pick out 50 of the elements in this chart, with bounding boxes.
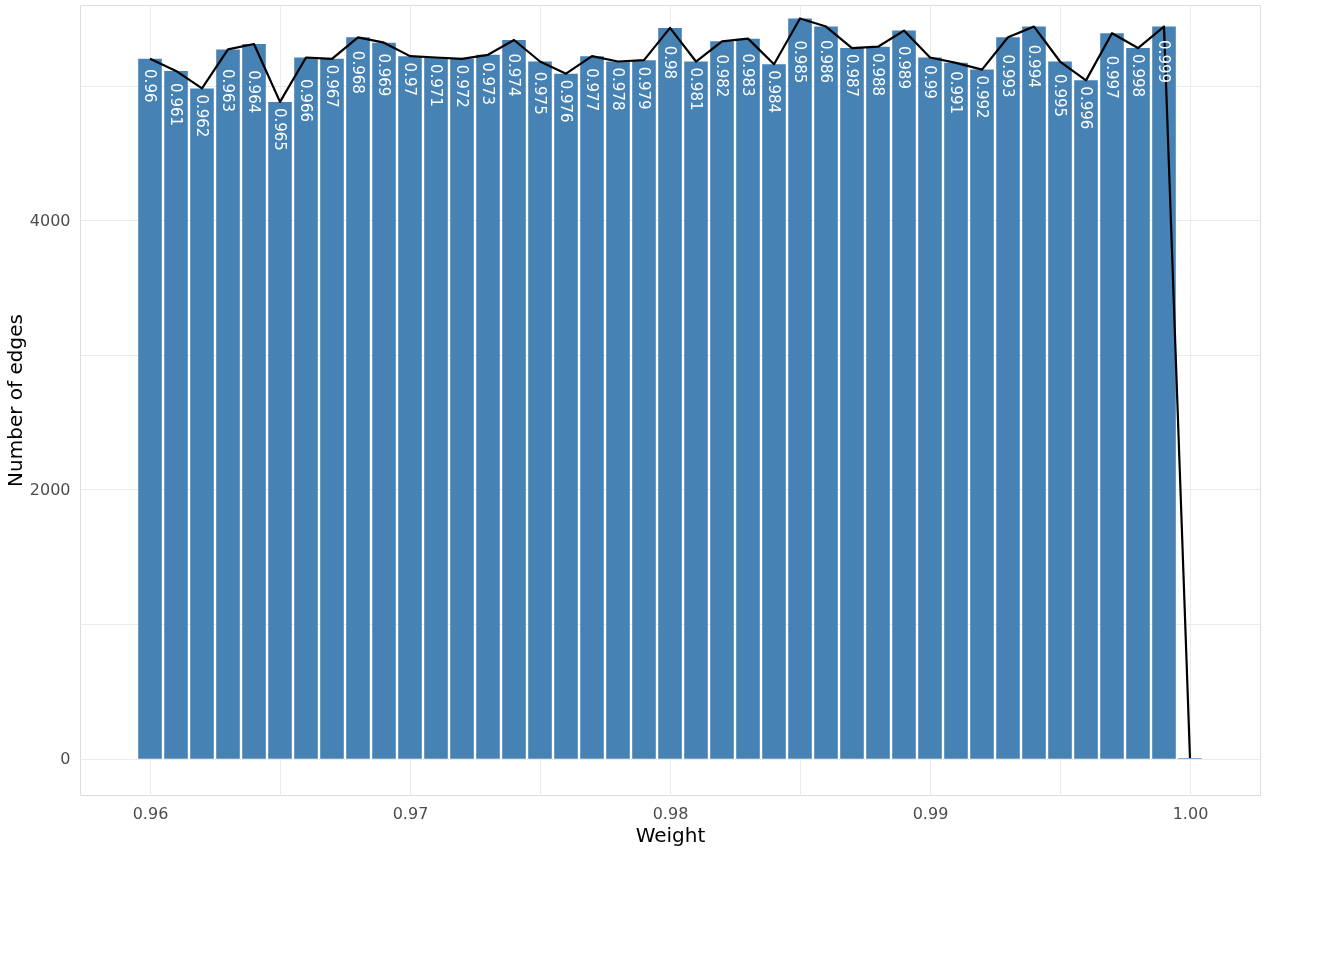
x-axis-title: Weight [635,822,706,847]
y-tick-label: 0 [60,749,71,769]
annotation: 0.999 [1155,40,1173,84]
annotation: 0.98 [661,45,679,80]
x-tick-label: 0.96 [132,803,169,823]
annotation: 0.983 [739,53,757,97]
annotation: 0.994 [1025,44,1043,88]
annotation: 0.962 [193,94,211,138]
annotation: 0.987 [843,54,861,98]
annotation: 0.968 [349,50,367,94]
annotation: 0.963 [219,69,237,113]
annotation: 0.993 [999,54,1017,98]
x-tick-label: 0.99 [912,803,949,823]
annotation: 0.969 [375,53,393,97]
x-tick-label: 0.98 [652,803,689,823]
annotation: 0.988 [869,53,887,97]
annotation: 0.982 [713,54,731,98]
annotation: 0.976 [557,79,575,123]
annotation: 0.967 [323,64,341,108]
annotation: 0.995 [1051,74,1069,118]
x-tick-label: 0.97 [392,803,429,823]
y-tick-label: 2000 [29,480,71,499]
annotation: 0.996 [1077,86,1095,130]
annotation: 0.986 [817,40,835,84]
annotation: 0.984 [765,70,783,114]
annotation: 0.966 [297,79,315,122]
annotation: 0.979 [635,66,653,110]
annotation: 0.973 [479,62,497,106]
annotation: 0.992 [973,75,991,119]
annotation: 0.981 [687,67,705,111]
annotation: 0.977 [583,68,601,112]
y-axis-title: Number of edges [2,314,27,487]
annotation: 0.974 [505,53,523,97]
annotation: 0.972 [453,64,471,108]
y-tick-label: 4000 [29,210,71,230]
annotation: 0.965 [271,107,289,151]
annotation: 0.99 [921,65,939,99]
annotation: 0.964 [245,70,263,114]
annotation: 0.991 [947,71,965,115]
annotation: 0.961 [167,83,185,127]
annotation: 0.985 [791,40,809,84]
annotation: 0.978 [609,67,627,111]
annotation: 0.97 [401,62,419,97]
annotation: 0.975 [531,71,549,115]
annotation: 0.998 [1129,54,1147,98]
annotation: 0.989 [895,45,913,89]
x-tick-label: 1.00 [1172,803,1209,823]
annotation: 0.997 [1103,55,1121,99]
annotation: 0.971 [427,63,445,107]
annotation: 0.96 [141,69,159,103]
